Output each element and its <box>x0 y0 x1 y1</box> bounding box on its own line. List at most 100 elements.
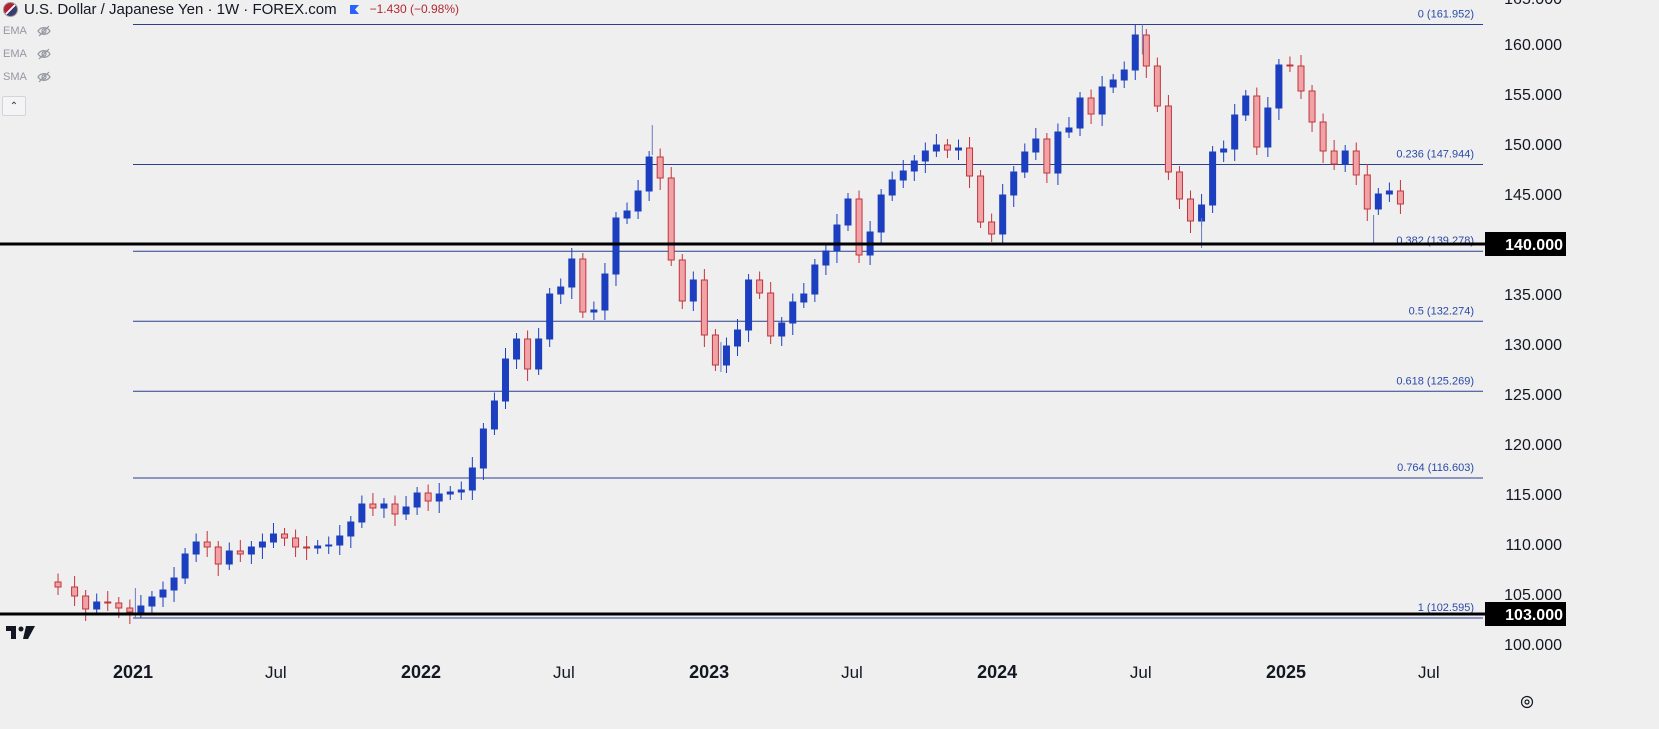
candle-body <box>568 258 576 288</box>
x-tick-label: Jul <box>1130 663 1152 682</box>
x-tick-label: 2022 <box>401 662 441 682</box>
candle-body <box>988 221 996 235</box>
candle-body <box>468 467 476 491</box>
candle-body <box>303 546 311 549</box>
x-tick-label: Jul <box>1418 663 1440 682</box>
candle-body <box>314 545 322 549</box>
eye-hidden-icon[interactable] <box>37 48 51 60</box>
candle-body <box>899 170 907 181</box>
candle-body <box>1330 150 1338 165</box>
candle-body <box>269 533 277 543</box>
eye-hidden-icon[interactable] <box>37 71 51 83</box>
candle-body <box>71 586 79 597</box>
y-tick-label: 150.000 <box>1504 137 1562 154</box>
candle-body <box>1396 190 1404 205</box>
x-tick-label: 2024 <box>977 662 1017 682</box>
candle-body <box>1109 79 1117 88</box>
candle-body <box>1065 127 1073 133</box>
flag-marker-icon[interactable] <box>349 4 360 15</box>
candle-body <box>104 601 112 604</box>
x-tick-label: Jul <box>841 663 863 682</box>
indicator-ema-2[interactable]: EMA <box>3 45 51 63</box>
symbol-header: U.S. Dollar / Japanese Yen · 1W · FOREX.… <box>3 0 459 18</box>
candle-body <box>1043 138 1051 174</box>
candle-body <box>557 286 565 295</box>
candle-body <box>258 541 266 548</box>
candle-body <box>833 224 841 252</box>
candle-body <box>1385 190 1393 195</box>
y-tick-label: 120.000 <box>1504 437 1562 454</box>
candle-body <box>170 577 178 591</box>
candle-body <box>391 503 399 515</box>
candle-body <box>192 541 200 555</box>
x-tick-label: 2025 <box>1266 662 1306 682</box>
candle-body <box>778 322 786 337</box>
candle-body <box>524 338 532 370</box>
candle-body <box>424 492 432 502</box>
candle-body <box>1231 114 1239 150</box>
candle-body <box>966 147 974 177</box>
candle-body <box>623 210 631 219</box>
fib-label: 0.5 (132.274) <box>1409 305 1474 317</box>
candle-body <box>1054 131 1062 174</box>
price-change: −1.430 (−0.98%) <box>369 2 460 16</box>
candle-body <box>413 492 421 508</box>
us-flag-icon <box>3 1 18 17</box>
candle-body <box>325 544 333 547</box>
price-tag-label: 140.000 <box>1505 237 1563 254</box>
candle-body <box>590 309 598 313</box>
candle-body <box>601 273 609 311</box>
candle-body <box>1175 171 1183 200</box>
candle-body <box>1297 65 1305 92</box>
candle-body <box>369 503 377 509</box>
tradingview-logo-icon[interactable] <box>6 624 36 640</box>
price-tag-label: 103.000 <box>1505 607 1563 624</box>
candle-body <box>126 607 134 613</box>
candle-body <box>82 595 90 610</box>
candle-body <box>1253 95 1261 148</box>
candle-body <box>501 358 509 402</box>
candle-body <box>722 345 730 366</box>
indicator-sma[interactable]: SMA <box>3 68 51 86</box>
indicator-label: EMA <box>3 25 27 37</box>
y-tick-label: 130.000 <box>1504 337 1562 354</box>
candle-body <box>1142 34 1150 67</box>
candle-body <box>1220 148 1228 153</box>
candle-body <box>236 550 244 555</box>
candle-body <box>999 194 1007 235</box>
indicator-ema-1[interactable]: EMA <box>3 22 51 40</box>
y-tick-label: 135.000 <box>1504 287 1562 304</box>
candles <box>54 24 1404 624</box>
candle-body <box>115 602 123 609</box>
candle-body <box>546 293 554 340</box>
price-tag <box>1485 232 1566 256</box>
candle-body <box>1131 34 1139 71</box>
candle-body <box>402 506 410 515</box>
candle-body <box>535 338 543 370</box>
candle-body <box>579 258 587 313</box>
y-tick-label: 155.000 <box>1504 87 1562 104</box>
y-tick-label: 160.000 <box>1504 37 1562 54</box>
candle-body <box>513 338 521 360</box>
candle-body <box>203 541 211 548</box>
candle-body <box>954 147 962 151</box>
candle-body <box>844 198 852 226</box>
y-tick-label: 115.000 <box>1505 487 1562 504</box>
symbol-title[interactable]: U.S. Dollar / Japanese Yen · 1W · FOREX.… <box>24 0 337 18</box>
candle-body <box>490 400 498 430</box>
fib-label: 0.764 (116.603) <box>1397 462 1474 474</box>
candle-body <box>93 601 101 610</box>
gear-icon[interactable] <box>1519 694 1535 710</box>
fib-label: 1 (102.595) <box>1418 602 1474 614</box>
collapse-legend-button[interactable]: ⌃ <box>2 96 26 116</box>
x-tick-label: 2023 <box>689 662 729 682</box>
eye-hidden-icon[interactable] <box>37 25 51 37</box>
candle-body <box>181 553 189 579</box>
candle-body <box>1187 198 1195 222</box>
candle-body <box>1308 90 1316 123</box>
candle-body <box>1098 86 1106 115</box>
candle-body <box>734 329 742 347</box>
candle-body <box>347 521 355 537</box>
